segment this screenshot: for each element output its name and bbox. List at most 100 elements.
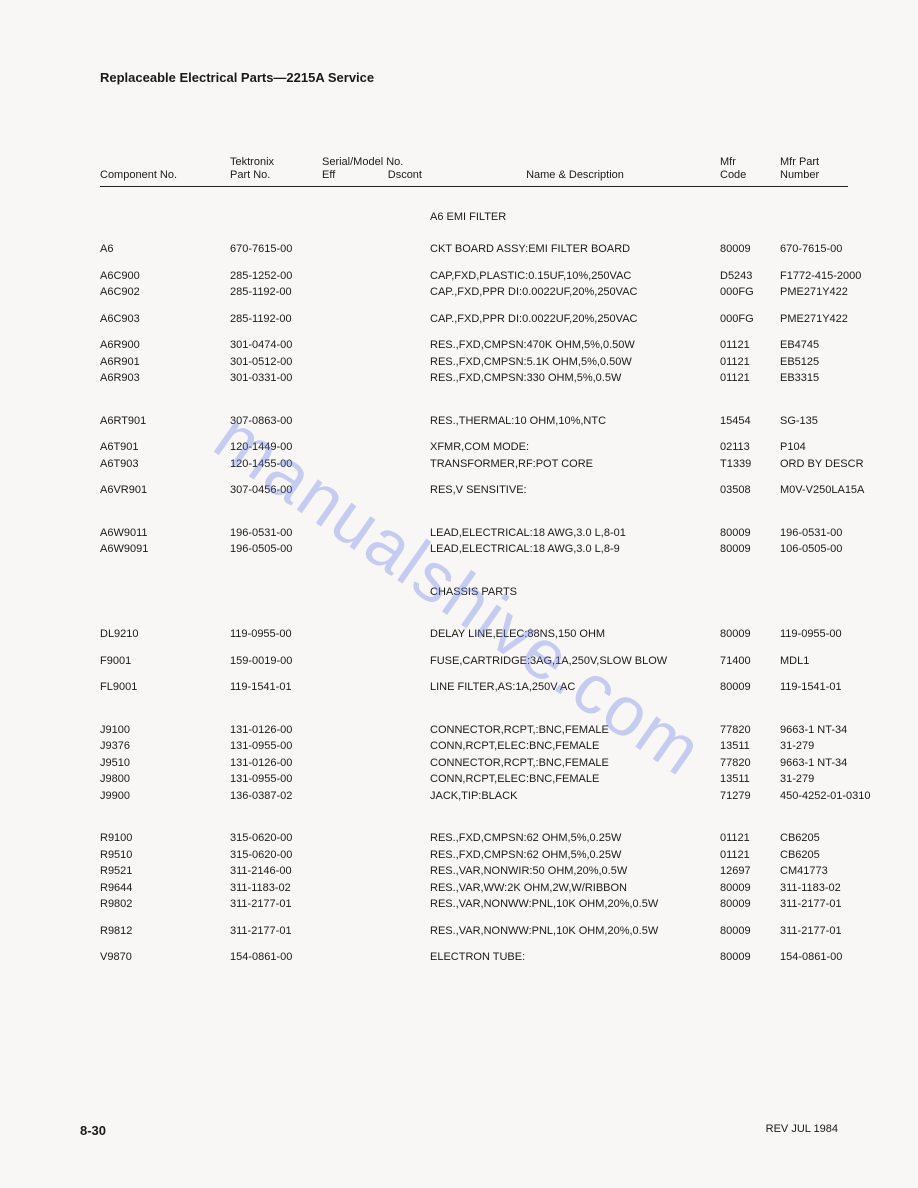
hdr-mfr-top: Mfr	[720, 156, 780, 169]
cell-mpn: EB4745	[780, 337, 848, 354]
cell-mpn: 9663-1 NT-34	[780, 755, 848, 772]
hdr-mfr-bottom: Code	[720, 169, 780, 182]
cell-mpn: M0V-V250LA15A	[780, 482, 864, 499]
cell-description: CONNECTOR,RCPT,:BNC,FEMALE	[430, 722, 720, 739]
cell-eff	[322, 880, 372, 897]
cell-mpn: 311-2177-01	[780, 923, 848, 940]
hdr-dscont: Dscont	[372, 143, 430, 183]
cell-eff	[322, 847, 372, 864]
cell-mfr: 01121	[720, 337, 780, 354]
cell-mfr: 000FG	[720, 311, 780, 328]
table-row: J9510131-0126-00CONNECTOR,RCPT,:BNC,FEMA…	[100, 755, 848, 772]
cell-mfr: 71279	[720, 788, 780, 805]
table-headers: Component No. Tektronix Part No. Serial/…	[100, 143, 848, 187]
cell-partno: 311-2177-01	[230, 896, 322, 913]
hdr-mpn: Mfr Part Number	[780, 143, 848, 183]
cell-partno: 131-0955-00	[230, 738, 322, 755]
cell-partno: 301-0512-00	[230, 354, 322, 371]
cell-partno: 159-0019-00	[230, 653, 322, 670]
cell-eff	[322, 284, 372, 301]
spacer	[100, 472, 848, 482]
cell-dscont	[372, 788, 430, 805]
cell-eff	[322, 268, 372, 285]
cell-partno: 119-1541-01	[230, 679, 322, 696]
cell-mfr: 77820	[720, 755, 780, 772]
cell-eff	[322, 896, 372, 913]
cell-dscont	[372, 456, 430, 473]
table-row: R9812311-2177-01RES.,VAR,NONWW:PNL,10K O…	[100, 923, 848, 940]
cell-dscont	[372, 949, 430, 966]
table-row: R9100315-0620-00RES.,FXD,CMPSN:62 OHM,5%…	[100, 830, 848, 847]
cell-mpn: SG-135	[780, 413, 848, 430]
cell-eff	[322, 241, 372, 258]
cell-mpn: CB6205	[780, 830, 848, 847]
cell-component: A6W9091	[100, 541, 230, 558]
cell-mfr: 71400	[720, 653, 780, 670]
table-row: A6R903301-0331-00RES.,FXD,CMPSN:330 OHM,…	[100, 370, 848, 387]
cell-mpn: 450-4252-01-0310	[780, 788, 871, 805]
spacer	[100, 696, 848, 722]
cell-partno: 285-1192-00	[230, 311, 322, 328]
cell-eff	[322, 541, 372, 558]
hdr-dscont-label: Dscont	[372, 169, 422, 182]
cell-mpn	[780, 584, 848, 601]
cell-eff	[322, 370, 372, 387]
cell-description: TRANSFORMER,RF:POT CORE	[430, 456, 720, 473]
cell-component: R9521	[100, 863, 230, 880]
cell-partno: 301-0331-00	[230, 370, 322, 387]
cell-component: J9900	[100, 788, 230, 805]
cell-component: FL9001	[100, 679, 230, 696]
cell-partno: 120-1455-00	[230, 456, 322, 473]
section-row: A6 EMI FILTER	[100, 209, 848, 226]
cell-description: RES.,FXD,CMPSN:5.1K OHM,5%,0.50W	[430, 354, 720, 371]
cell-mfr: 12697	[720, 863, 780, 880]
table-row: A6T901120-1449-00XFMR,COM MODE:02113P104	[100, 439, 848, 456]
cell-dscont	[372, 439, 430, 456]
cell-component: R9802	[100, 896, 230, 913]
cell-mfr: 01121	[720, 354, 780, 371]
cell-eff	[322, 923, 372, 940]
cell-mpn: 9663-1 NT-34	[780, 722, 848, 739]
page-title: Replaceable Electrical Parts—2215A Servi…	[100, 70, 848, 85]
cell-description: RES.,FXD,CMPSN:62 OHM,5%,0.25W	[430, 830, 720, 847]
cell-dscont	[372, 722, 430, 739]
cell-description: RES.,FXD,CMPSN:330 OHM,5%,0.5W	[430, 370, 720, 387]
cell-component: R9510	[100, 847, 230, 864]
cell-component: A6RT901	[100, 413, 230, 430]
table-row: V9870154-0861-00ELECTRON TUBE:80009154-0…	[100, 949, 848, 966]
cell-dscont	[372, 209, 430, 226]
cell-eff	[322, 771, 372, 788]
cell-description: LEAD,ELECTRICAL:18 AWG,3.0 L,8-01	[430, 525, 720, 542]
spacer	[100, 387, 848, 413]
spacer	[100, 600, 848, 626]
cell-dscont	[372, 830, 430, 847]
table-row: A6C902285-1192-00CAP.,FXD,PPR DI:0.0022U…	[100, 284, 848, 301]
cell-dscont	[372, 584, 430, 601]
cell-mfr: 80009	[720, 241, 780, 258]
cell-dscont	[372, 738, 430, 755]
spacer	[100, 643, 848, 653]
cell-description: CKT BOARD ASSY:EMI FILTER BOARD	[430, 241, 720, 258]
cell-partno: 136-0387-02	[230, 788, 322, 805]
cell-description: CONNECTOR,RCPT,:BNC,FEMALE	[430, 755, 720, 772]
cell-eff	[322, 949, 372, 966]
cell-component: A6	[100, 241, 230, 258]
cell-partno: 307-0863-00	[230, 413, 322, 430]
cell-dscont	[372, 482, 430, 499]
hdr-serial-top: Serial/Model No.	[322, 156, 372, 169]
cell-mfr: 15454	[720, 413, 780, 430]
cell-eff	[322, 830, 372, 847]
cell-partno: 120-1449-00	[230, 439, 322, 456]
hdr-tek-bottom: Part No.	[230, 169, 322, 182]
cell-mfr: 80009	[720, 626, 780, 643]
cell-eff	[322, 439, 372, 456]
cell-mpn: F1772-415-2000	[780, 268, 861, 285]
cell-description: DELAY LINE,ELEC:88NS,150 OHM	[430, 626, 720, 643]
hdr-component: Component No.	[100, 143, 230, 183]
cell-dscont	[372, 370, 430, 387]
spacer	[100, 939, 848, 949]
spacer	[100, 499, 848, 525]
cell-component: J9800	[100, 771, 230, 788]
cell-description: RES.,FXD,CMPSN:470K OHM,5%,0.50W	[430, 337, 720, 354]
cell-mfr: 01121	[720, 370, 780, 387]
